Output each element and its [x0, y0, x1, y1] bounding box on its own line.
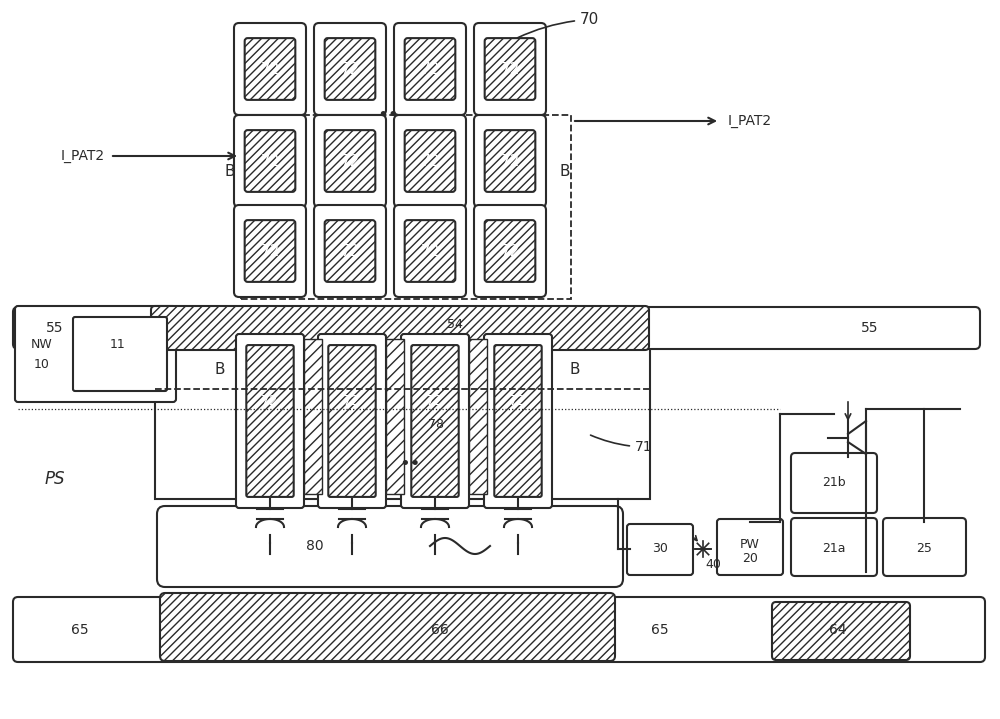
Text: 65: 65 — [651, 623, 669, 637]
Text: 30: 30 — [652, 543, 668, 556]
Text: 65: 65 — [71, 623, 89, 637]
FancyBboxPatch shape — [245, 38, 295, 100]
FancyBboxPatch shape — [394, 205, 466, 297]
Text: B: B — [215, 362, 225, 377]
FancyBboxPatch shape — [325, 130, 375, 192]
Text: 25: 25 — [916, 543, 932, 556]
FancyBboxPatch shape — [474, 23, 546, 115]
FancyBboxPatch shape — [405, 130, 455, 192]
FancyBboxPatch shape — [405, 38, 455, 100]
FancyBboxPatch shape — [494, 345, 542, 497]
FancyBboxPatch shape — [13, 597, 985, 662]
FancyBboxPatch shape — [325, 220, 375, 282]
Text: 11: 11 — [110, 337, 126, 350]
Text: 72: 72 — [500, 153, 520, 168]
Text: 72: 72 — [340, 62, 360, 76]
Text: I_PAT2: I_PAT2 — [61, 149, 105, 163]
FancyBboxPatch shape — [405, 220, 455, 282]
Text: B: B — [560, 163, 570, 178]
Text: 72: 72 — [260, 153, 280, 168]
FancyBboxPatch shape — [394, 23, 466, 115]
FancyBboxPatch shape — [386, 339, 404, 494]
Text: B: B — [570, 362, 580, 377]
Text: 78: 78 — [428, 418, 444, 431]
Text: 70: 70 — [518, 12, 599, 38]
FancyBboxPatch shape — [234, 205, 306, 297]
Text: 72: 72 — [420, 62, 440, 76]
Text: 72: 72 — [500, 244, 520, 259]
Text: 20: 20 — [742, 552, 758, 566]
FancyBboxPatch shape — [328, 345, 376, 497]
Text: 55: 55 — [861, 321, 879, 335]
FancyBboxPatch shape — [160, 593, 615, 661]
FancyBboxPatch shape — [717, 519, 783, 575]
FancyBboxPatch shape — [627, 524, 693, 575]
FancyBboxPatch shape — [73, 317, 167, 391]
Text: 72: 72 — [509, 394, 527, 408]
FancyBboxPatch shape — [883, 518, 966, 576]
FancyBboxPatch shape — [236, 334, 304, 508]
FancyBboxPatch shape — [325, 38, 375, 100]
Text: 40: 40 — [705, 557, 721, 570]
FancyBboxPatch shape — [411, 345, 459, 497]
Text: 72: 72 — [343, 394, 361, 408]
FancyBboxPatch shape — [474, 115, 546, 207]
Text: 10: 10 — [34, 357, 50, 370]
FancyBboxPatch shape — [485, 130, 535, 192]
FancyBboxPatch shape — [318, 334, 386, 508]
Text: 72: 72 — [260, 62, 280, 76]
Text: 64: 64 — [829, 623, 847, 637]
Text: 72: 72 — [340, 244, 360, 259]
FancyBboxPatch shape — [772, 602, 910, 660]
FancyBboxPatch shape — [469, 339, 487, 494]
FancyBboxPatch shape — [13, 307, 163, 349]
FancyBboxPatch shape — [474, 205, 546, 297]
FancyBboxPatch shape — [485, 220, 535, 282]
Text: ••: •• — [377, 106, 399, 124]
Text: 72: 72 — [500, 62, 520, 76]
Text: 72: 72 — [426, 394, 444, 408]
FancyBboxPatch shape — [234, 115, 306, 207]
Text: I_PAT2: I_PAT2 — [728, 114, 772, 128]
FancyBboxPatch shape — [151, 306, 649, 350]
Text: 72: 72 — [420, 244, 440, 259]
FancyBboxPatch shape — [234, 23, 306, 115]
Text: ••: •• — [399, 455, 421, 473]
FancyBboxPatch shape — [791, 518, 877, 576]
FancyBboxPatch shape — [246, 345, 294, 497]
Text: 66: 66 — [431, 623, 449, 637]
Text: 71: 71 — [591, 435, 653, 454]
Text: 80: 80 — [306, 539, 324, 553]
Text: NW: NW — [31, 337, 53, 350]
FancyBboxPatch shape — [484, 334, 552, 508]
Text: 72: 72 — [420, 153, 440, 168]
Text: 21b: 21b — [822, 477, 846, 490]
Text: 72: 72 — [261, 394, 279, 408]
FancyBboxPatch shape — [245, 130, 295, 192]
FancyBboxPatch shape — [314, 205, 386, 297]
FancyBboxPatch shape — [157, 506, 623, 587]
FancyBboxPatch shape — [401, 334, 469, 508]
Text: PW: PW — [740, 538, 760, 551]
Text: 21a: 21a — [822, 543, 846, 556]
Text: 55: 55 — [46, 321, 64, 335]
Text: PS: PS — [45, 470, 65, 488]
Text: 72: 72 — [340, 153, 360, 168]
FancyBboxPatch shape — [314, 115, 386, 207]
FancyBboxPatch shape — [304, 339, 322, 494]
FancyBboxPatch shape — [640, 307, 980, 349]
Text: 72: 72 — [260, 244, 280, 259]
FancyBboxPatch shape — [485, 38, 535, 100]
FancyBboxPatch shape — [791, 453, 877, 513]
FancyBboxPatch shape — [394, 115, 466, 207]
Text: 54: 54 — [447, 319, 463, 331]
FancyBboxPatch shape — [245, 220, 295, 282]
FancyBboxPatch shape — [15, 306, 176, 402]
Text: B: B — [225, 163, 235, 178]
Bar — [241, 115, 571, 299]
Bar — [155, 344, 650, 499]
FancyBboxPatch shape — [314, 23, 386, 115]
